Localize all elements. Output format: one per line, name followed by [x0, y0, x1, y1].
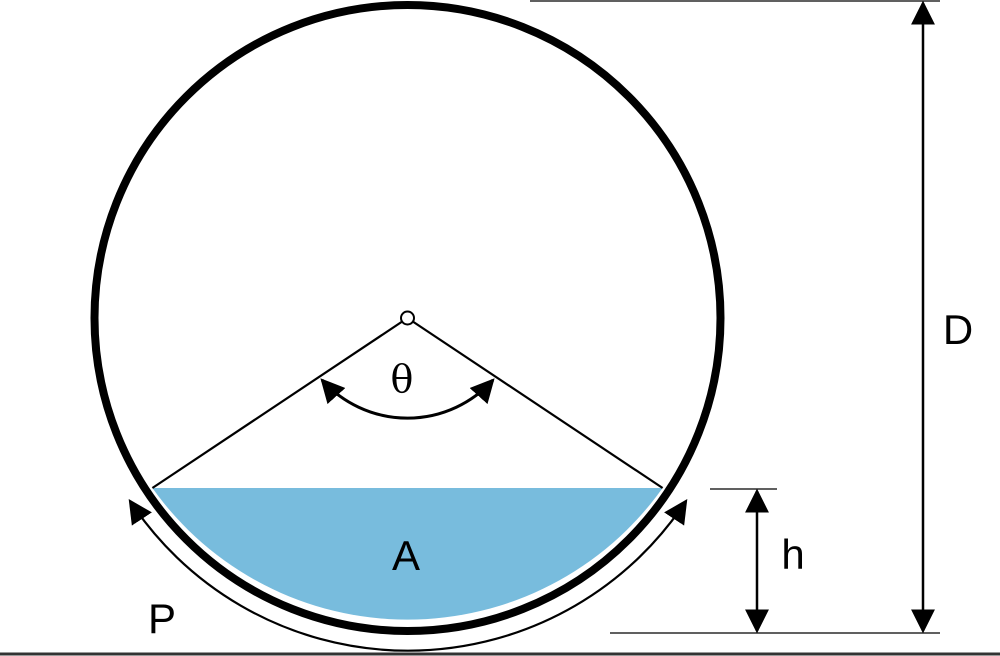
radius-line-right [406, 317, 664, 489]
theta-arc-arrow [320, 378, 495, 420]
center-point [400, 310, 415, 326]
height-label: h [781, 531, 804, 578]
area-label: A [392, 532, 420, 579]
theta-label: θ [391, 357, 414, 401]
pipe-circle [90, 1, 725, 635]
perimeter-arc-arrow [128, 498, 688, 652]
radius-line-left [151, 317, 409, 489]
diameter-label: D [943, 306, 973, 353]
perimeter-label: P [148, 595, 176, 642]
